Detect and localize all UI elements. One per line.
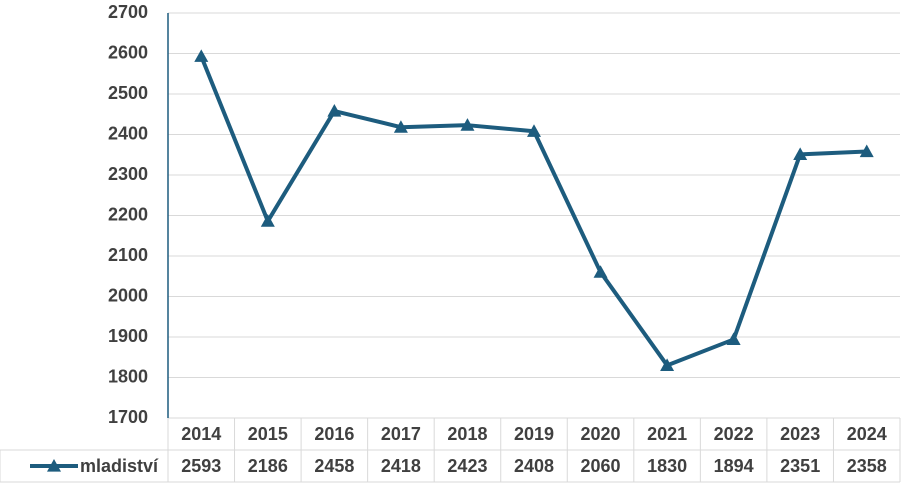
marker: [793, 147, 808, 160]
marker: [527, 124, 541, 137]
y-tick-label: 2100: [108, 245, 148, 265]
x-tick-label: 2016: [314, 424, 354, 444]
marker: [260, 214, 275, 227]
table-value: 2458: [314, 456, 354, 476]
table-value: 2351: [780, 456, 820, 476]
marker: [726, 332, 741, 346]
y-tick-label: 2500: [108, 83, 148, 103]
table-value: 2186: [248, 456, 288, 476]
table-value: 2423: [447, 456, 487, 476]
x-tick-label: 2018: [447, 424, 487, 444]
y-tick-label: 2700: [108, 2, 148, 22]
table-value: 2593: [181, 456, 221, 476]
y-tick-label: 2400: [108, 123, 148, 143]
legend-label: mladiství: [80, 456, 159, 476]
x-tick-label: 2020: [581, 424, 621, 444]
marker: [327, 104, 342, 117]
y-tick-label: 2300: [108, 164, 148, 184]
y-tick-label: 1800: [108, 366, 148, 386]
x-tick-label: 2022: [714, 424, 754, 444]
marker: [859, 144, 874, 158]
x-tick-label: 2021: [647, 424, 687, 444]
x-tick-label: 2014: [181, 424, 221, 444]
y-tick-label: 1700: [108, 407, 148, 427]
y-tick-label: 1900: [108, 326, 148, 346]
table-value: 2358: [847, 456, 887, 476]
y-tick-label: 2000: [108, 285, 148, 305]
x-tick-label: 2015: [248, 424, 288, 444]
table-value: 2060: [581, 456, 621, 476]
marker: [460, 118, 475, 131]
table-value: 1894: [714, 456, 754, 476]
x-tick-label: 2017: [381, 424, 421, 444]
marker: [393, 120, 408, 133]
y-tick-label: 2600: [108, 42, 148, 62]
table-value: 2408: [514, 456, 554, 476]
marker: [194, 49, 209, 62]
x-tick-label: 2024: [847, 424, 887, 444]
table-value: 2418: [381, 456, 421, 476]
line: [199, 55, 867, 368]
marker: [593, 265, 608, 278]
x-tick-label: 2023: [780, 424, 820, 444]
table-value: 1830: [647, 456, 687, 476]
marker: [660, 358, 675, 371]
x-tick-label: 2019: [514, 424, 554, 444]
legend-marker: [47, 459, 61, 472]
y-tick-label: 2200: [108, 204, 148, 224]
